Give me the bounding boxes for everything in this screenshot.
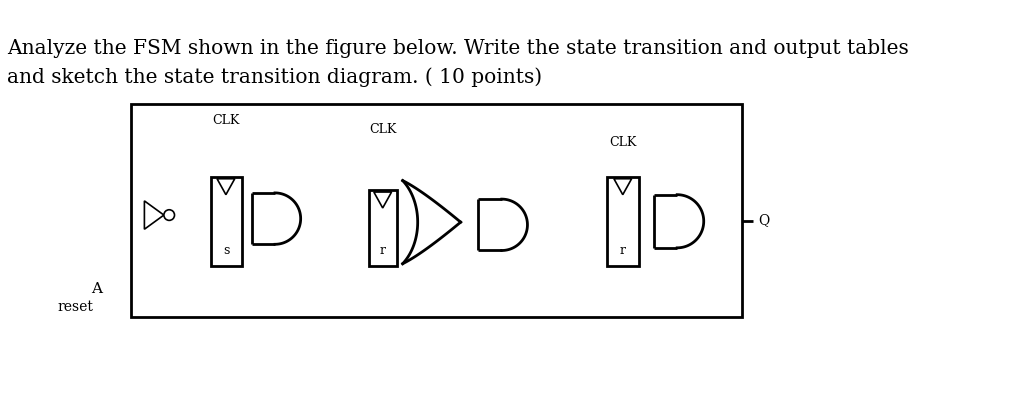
Polygon shape	[144, 201, 164, 230]
Text: s: s	[223, 243, 229, 257]
Text: A: A	[91, 281, 102, 295]
Text: r: r	[380, 243, 386, 257]
Text: Analyze the FSM shown in the figure below. Write the state transition and output: Analyze the FSM shown in the figure belo…	[7, 39, 909, 58]
Text: r: r	[620, 243, 626, 257]
Polygon shape	[614, 179, 632, 195]
Text: Q: Q	[759, 213, 770, 227]
Polygon shape	[217, 179, 234, 195]
Bar	[211, 178, 242, 266]
Polygon shape	[374, 192, 391, 209]
Bar	[131, 105, 742, 317]
Text: reset: reset	[57, 300, 93, 314]
Bar	[369, 191, 397, 266]
Circle shape	[164, 210, 174, 221]
Text: CLK: CLK	[609, 136, 637, 149]
Text: CLK: CLK	[369, 123, 396, 136]
Bar	[607, 178, 639, 266]
Text: and sketch the state transition diagram. ( 10 points): and sketch the state transition diagram.…	[7, 67, 543, 87]
Text: CLK: CLK	[212, 114, 240, 127]
